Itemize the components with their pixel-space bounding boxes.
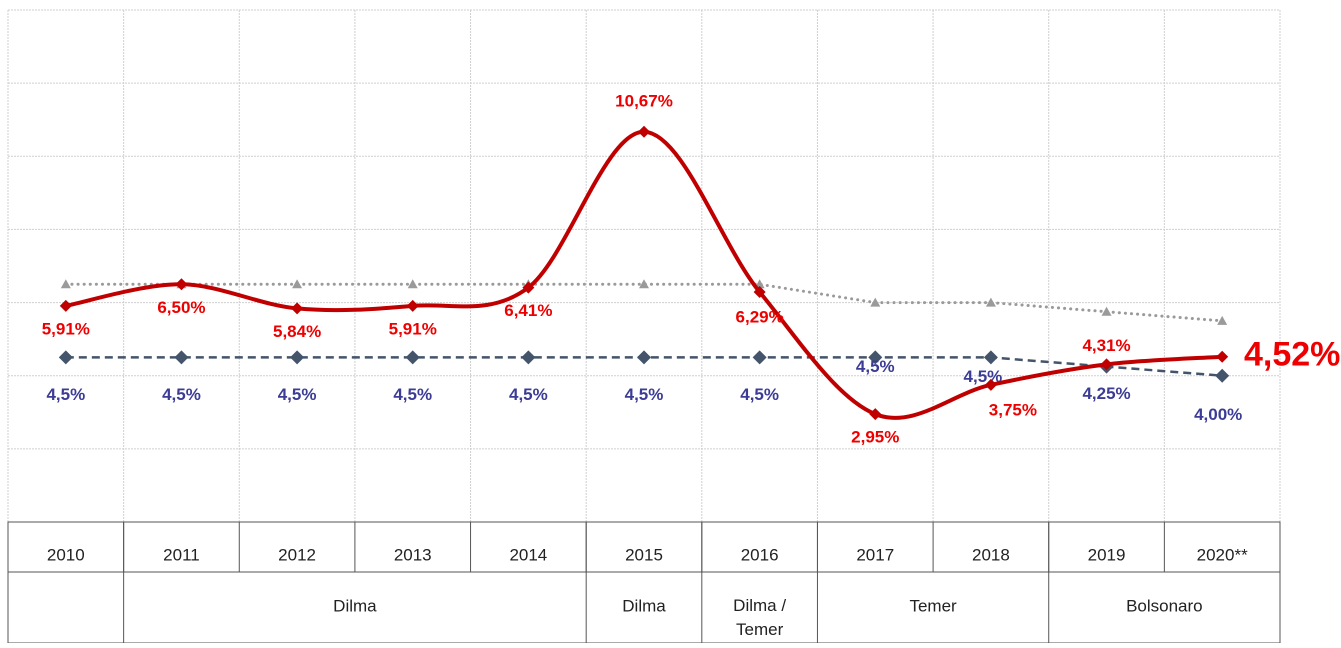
- year-label: 2013: [394, 545, 432, 564]
- data-label: 6,29%: [736, 307, 784, 326]
- data-label: 4,5%: [162, 385, 201, 404]
- marker: [1215, 368, 1230, 383]
- period-label: Dilma: [622, 596, 666, 615]
- marker: [870, 297, 881, 307]
- marker: [522, 281, 535, 294]
- data-label: 4,00%: [1194, 405, 1242, 424]
- marker: [983, 350, 998, 365]
- marker: [753, 285, 766, 298]
- year-label: 2012: [278, 545, 316, 564]
- marker: [405, 350, 420, 365]
- data-label: 2,95%: [851, 428, 899, 447]
- data-label: 4,5%: [856, 357, 895, 376]
- marker: [175, 278, 188, 291]
- marker: [58, 350, 73, 365]
- period-label: Dilma: [333, 596, 377, 615]
- data-label: 4,5%: [393, 385, 432, 404]
- year-label: 2019: [1088, 545, 1126, 564]
- marker: [292, 279, 303, 289]
- marker: [1101, 306, 1112, 316]
- data-label: 6,50%: [157, 298, 205, 317]
- data-label: 4,31%: [1082, 336, 1130, 355]
- data-label: 4,5%: [278, 385, 317, 404]
- marker: [638, 125, 650, 138]
- data-label: 4,25%: [1082, 384, 1130, 403]
- period-label: Dilma / Temer: [733, 596, 786, 639]
- marker: [407, 279, 418, 289]
- marker: [869, 408, 882, 421]
- marker: [984, 378, 997, 391]
- marker: [1216, 350, 1229, 363]
- data-label: 3,75%: [989, 400, 1037, 419]
- data-label: 4,5%: [46, 385, 85, 404]
- marker: [59, 299, 72, 312]
- marker: [1217, 315, 1228, 325]
- data-label: 4,5%: [509, 385, 548, 404]
- marker: [1100, 358, 1113, 371]
- year-label: 2010: [47, 545, 85, 564]
- data-label: 4,5%: [740, 385, 779, 404]
- marker: [290, 350, 305, 365]
- data-label: 10,67%: [615, 91, 673, 110]
- year-label: 2011: [163, 545, 200, 564]
- year-label: 2015: [625, 545, 663, 564]
- year-label: 2014: [509, 545, 547, 564]
- year-label: 2016: [741, 545, 779, 564]
- data-label: 6,41%: [504, 301, 552, 320]
- data-label: 5,84%: [273, 322, 321, 341]
- marker: [291, 302, 304, 315]
- marker: [868, 350, 883, 365]
- data-label: 5,91%: [42, 319, 90, 338]
- year-label: 2020**: [1197, 545, 1248, 564]
- marker: [174, 350, 189, 365]
- year-label: 2017: [856, 545, 894, 564]
- marker: [752, 350, 767, 365]
- period-label: Temer: [909, 596, 957, 615]
- marker: [985, 297, 996, 307]
- marker: [60, 279, 71, 289]
- year-label: 2018: [972, 545, 1010, 564]
- marker: [521, 350, 536, 365]
- period-label: Bolsonaro: [1126, 596, 1203, 615]
- data-label: 5,91%: [389, 319, 437, 338]
- data-label: 4,5%: [625, 385, 664, 404]
- marker: [637, 350, 651, 365]
- data-label: 4,52%: [1244, 336, 1340, 374]
- marker: [639, 279, 649, 289]
- table-border: [7, 521, 1281, 644]
- marker: [406, 299, 419, 312]
